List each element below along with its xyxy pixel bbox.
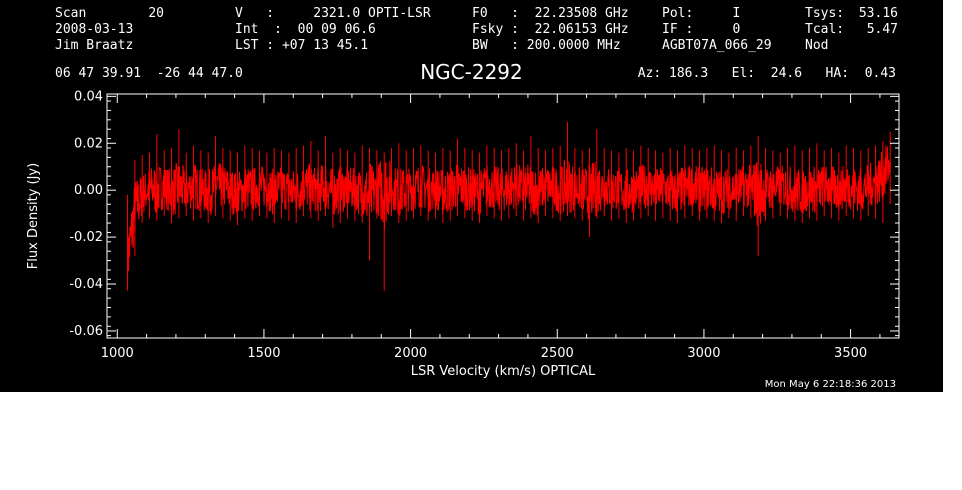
observing-mode: Nod [805, 38, 829, 53]
y-tick-label: -0.04 [69, 277, 103, 292]
az-el-ha-readout: Az: 186.3 El: 24.6 HA: 0.43 [637, 66, 896, 81]
observation-date: 2008-03-13 [55, 22, 134, 37]
polarization: Pol: I [662, 6, 741, 21]
x-tick-label: 3000 [687, 346, 720, 361]
y-tick-label: -0.02 [69, 230, 103, 245]
tcal-value: 5.47 [866, 22, 898, 37]
render-timestamp: Mon May 6 22:18:36 2013 [764, 379, 896, 390]
tsys-value: 53.16 [858, 6, 898, 21]
x-tick-label: 2000 [394, 346, 427, 361]
scan-number: 20 [148, 6, 164, 21]
plot-window: Scan 20 2008-03-13 Jim Braatz V : 2321.0… [0, 0, 943, 392]
y-tick-label: 0.02 [74, 136, 103, 151]
if-number: IF : 0 [662, 22, 741, 37]
observer-name: Jim Braatz [55, 38, 134, 53]
y-tick-label: 0.00 [74, 183, 103, 198]
source-name: NGC-2292 [420, 60, 523, 84]
integration-time: Int : 00 09 06.6 [235, 22, 376, 37]
tsys-label: Tsys: [805, 6, 845, 21]
x-tick-label: 2500 [541, 346, 574, 361]
axis-ticks-group: 1000 1500 2000 2500 3000 3500 -0.06 -0.04 -0.02 0… [69, 89, 899, 361]
plot-frame [106, 93, 900, 339]
lst-readout: LST : +07 13 45.1 [235, 38, 369, 53]
x-tick-label: 1000 [101, 346, 134, 361]
bandwidth: BW : 200.0000 MHz [472, 38, 621, 53]
project-id: AGBT07A_066_29 [662, 38, 772, 53]
velocity-readout: V : 2321.0 OPTI-LSR [235, 6, 431, 21]
tcal-label: Tcal: [805, 22, 845, 37]
spectrum-trace-group [127, 122, 891, 292]
x-tick-label: 3500 [834, 346, 867, 361]
x-tick-label: 1500 [247, 346, 280, 361]
x-axis-label: LSR Velocity (km/s) OPTICAL [411, 364, 596, 379]
sky-frequency: Fsky : 22.06153 GHz [472, 22, 629, 37]
rest-frequency: F0 : 22.23508 GHz [472, 6, 629, 21]
source-coordinates: 06 47 39.91 -26 44 47.0 [55, 66, 243, 81]
spectrum-chart: 1000 1500 2000 2500 3000 3500 -0.06 -0.04 -0.02 0… [26, 89, 900, 379]
y-tick-label: -0.06 [69, 324, 103, 339]
spectrum-line [127, 145, 891, 291]
scan-label: Scan [55, 6, 87, 21]
y-axis-label: Flux Density (Jy) [26, 163, 41, 269]
y-tick-label: 0.04 [74, 89, 103, 104]
